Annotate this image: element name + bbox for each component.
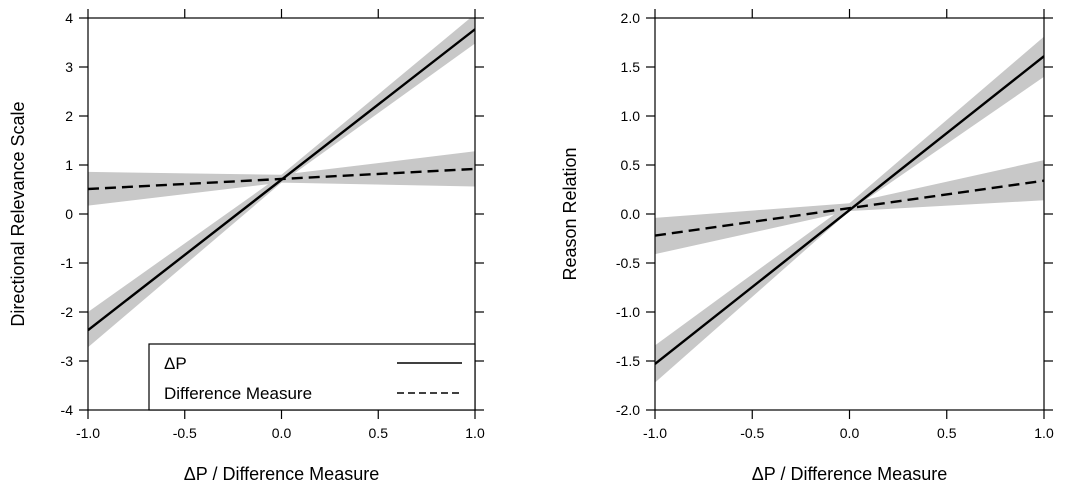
x-tick-label: -0.5	[740, 425, 764, 441]
x-tick-label: 0.5	[937, 425, 957, 441]
x-tick-label: 1.0	[465, 425, 485, 441]
y-tick-label: 3	[65, 59, 73, 75]
legend-label: Difference Measure	[164, 384, 312, 403]
plot-area	[88, 18, 475, 348]
y-axis-title: Directional Relevance Scale	[8, 101, 28, 326]
x-tick-label: -1.0	[76, 425, 100, 441]
x-axis-title: ΔP / Difference Measure	[752, 464, 947, 484]
series-line-difference-measure	[88, 167, 475, 191]
x-tick-label: 0.0	[840, 425, 860, 441]
panel-reason-relation: -1.0 -0.5 0.0 0.5 1.0 -2.0 -1.5 -1.0 -0.5 0.0 0.5 1…	[560, 9, 1054, 484]
y-axis-title: Reason Relation	[560, 147, 580, 280]
series-line-delta-p	[655, 55, 1044, 365]
y-tick-label: -0.5	[616, 255, 640, 271]
x-tick-label: 0.0	[272, 425, 292, 441]
y-tick-label: 0.5	[621, 157, 641, 173]
y-tick-label: 1.0	[621, 108, 641, 124]
x-axis-title: ΔP / Difference Measure	[184, 464, 379, 484]
y-tick-label: 2	[65, 108, 73, 124]
y-tick-label: -4	[61, 402, 74, 418]
x-tick-label: 0.5	[369, 425, 389, 441]
y-tick-label: 1.5	[621, 59, 641, 75]
y-tick-label: 1	[65, 157, 73, 173]
y-tick-label: -1.0	[616, 304, 640, 320]
x-tick-label: 1.0	[1034, 425, 1054, 441]
series-line-difference-measure	[655, 179, 1044, 237]
panel-directional-relevance: -1.0 -0.5 0.0 0.5 1.0 -4 -3 -2 -1 0 1 2 3 4 ΔP / Diffe…	[8, 9, 485, 484]
y-tick-label: 4	[65, 10, 73, 26]
legend-box	[148, 343, 476, 411]
y-tick-label: -2.0	[616, 402, 640, 418]
y-tick-label: 0	[65, 206, 73, 222]
y-tick-label: -2	[61, 304, 74, 320]
x-tick-label: -0.5	[173, 425, 197, 441]
legend: ΔP Difference Measure	[148, 343, 476, 411]
y-tick-label: 0.0	[621, 206, 641, 222]
y-tick-label: 2.0	[621, 10, 641, 26]
x-tick-label: -1.0	[643, 425, 667, 441]
y-tick-label: -1	[61, 255, 74, 271]
y-tick-label: -1.5	[616, 353, 640, 369]
legend-label: ΔP	[164, 354, 187, 373]
y-tick-label: -3	[61, 353, 74, 369]
plot-area	[655, 36, 1044, 383]
